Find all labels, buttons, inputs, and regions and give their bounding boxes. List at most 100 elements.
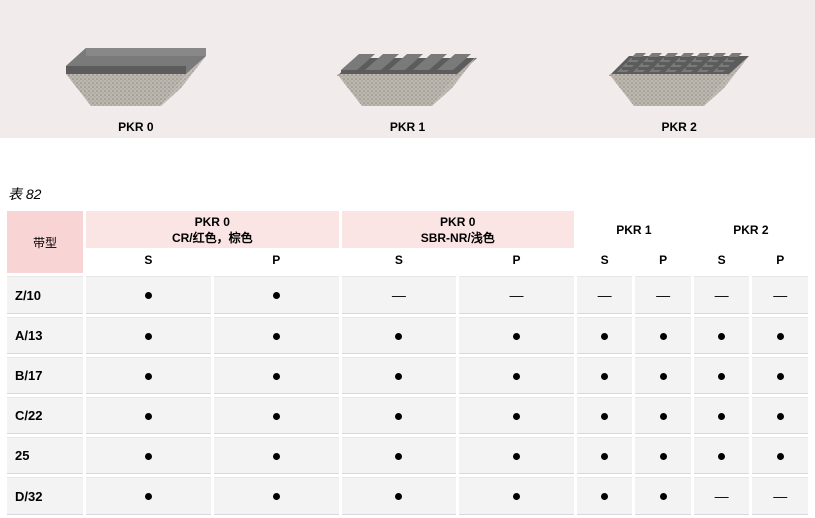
dash-icon: — [715, 488, 729, 504]
belt-smooth: PKR 0 [56, 26, 216, 134]
data-cell [86, 357, 211, 394]
spec-table-wrap: 带型PKR 0CR/红色，棕色PKR 0SBR-NR/浅色PKR 1PKR 2S… [0, 208, 815, 518]
dash-icon: — [715, 287, 729, 303]
dot-icon [513, 413, 520, 420]
sub-header: P [752, 251, 808, 273]
table-caption: 表 82 [8, 184, 815, 204]
dot-icon [145, 373, 152, 380]
data-cell [635, 357, 691, 394]
data-cell [752, 357, 808, 394]
sub-header: P [214, 251, 339, 273]
data-cell [694, 317, 750, 354]
dot-icon [395, 373, 402, 380]
sub-header: P [459, 251, 574, 273]
dash-icon: — [392, 287, 406, 303]
belt-label: PKR 0 [118, 120, 153, 134]
dot-icon [660, 333, 667, 340]
dot-icon [660, 373, 667, 380]
data-cell: — [459, 276, 574, 314]
data-cell [86, 397, 211, 434]
sub-header: S [694, 251, 750, 273]
data-cell [459, 477, 574, 515]
dot-icon [777, 453, 784, 460]
data-cell [635, 437, 691, 474]
data-cell [577, 357, 633, 394]
dot-icon [145, 453, 152, 460]
dot-icon [273, 413, 280, 420]
dot-icon [145, 292, 152, 299]
data-cell [86, 477, 211, 515]
row-label: D/32 [7, 477, 83, 515]
belt-label: PKR 2 [661, 120, 696, 134]
data-cell [459, 397, 574, 434]
data-cell [577, 477, 633, 515]
data-cell [86, 317, 211, 354]
dot-icon [660, 413, 667, 420]
data-cell [459, 357, 574, 394]
data-cell [214, 357, 339, 394]
dot-icon [718, 333, 725, 340]
data-cell [694, 357, 750, 394]
data-cell [214, 477, 339, 515]
dot-icon [273, 292, 280, 299]
row-label: C/22 [7, 397, 83, 434]
dot-icon [601, 453, 608, 460]
data-cell [342, 397, 457, 434]
data-cell [752, 317, 808, 354]
data-cell [214, 317, 339, 354]
sub-header: S [577, 251, 633, 273]
dot-icon [601, 333, 608, 340]
data-cell [694, 437, 750, 474]
sub-header: S [342, 251, 457, 273]
dot-icon [513, 373, 520, 380]
dot-icon [660, 493, 667, 500]
row-label: Z/10 [7, 276, 83, 314]
dash-icon: — [656, 287, 670, 303]
group-header: PKR 1 [577, 211, 691, 248]
dash-icon: — [598, 287, 612, 303]
dash-icon: — [773, 287, 787, 303]
dot-icon [601, 413, 608, 420]
dot-icon [145, 493, 152, 500]
data-cell [342, 357, 457, 394]
data-cell [342, 317, 457, 354]
dot-icon [718, 453, 725, 460]
data-cell: — [635, 276, 691, 314]
dot-icon [777, 333, 784, 340]
dot-icon [395, 413, 402, 420]
data-cell [577, 317, 633, 354]
dot-icon [273, 493, 280, 500]
data-cell: — [342, 276, 457, 314]
dot-icon [513, 333, 520, 340]
data-cell [752, 397, 808, 434]
data-cell [214, 437, 339, 474]
data-cell [635, 317, 691, 354]
data-cell [577, 397, 633, 434]
dash-icon: — [773, 488, 787, 504]
dot-icon [601, 373, 608, 380]
data-cell [459, 437, 574, 474]
group-header: PKR 0SBR-NR/浅色 [342, 211, 574, 248]
rowheader-title: 带型 [7, 211, 83, 273]
dot-icon [395, 493, 402, 500]
dash-icon: — [510, 287, 524, 303]
sub-header: S [86, 251, 211, 273]
product-banner: PKR 0 PKR 1 PKR 2 [0, 0, 815, 138]
data-cell [459, 317, 574, 354]
data-cell [342, 477, 457, 515]
data-cell [635, 397, 691, 434]
data-cell [635, 477, 691, 515]
belt-crosshatch: PKR 2 [599, 26, 759, 134]
dot-icon [660, 453, 667, 460]
row-label: A/13 [7, 317, 83, 354]
dot-icon [273, 453, 280, 460]
data-cell: — [752, 276, 808, 314]
group-header: PKR 2 [694, 211, 808, 248]
dot-icon [145, 333, 152, 340]
data-cell [86, 437, 211, 474]
data-cell [694, 397, 750, 434]
data-cell: — [694, 276, 750, 314]
sub-header: P [635, 251, 691, 273]
belt-longitudinal: PKR 1 [327, 26, 487, 134]
data-cell [577, 437, 633, 474]
